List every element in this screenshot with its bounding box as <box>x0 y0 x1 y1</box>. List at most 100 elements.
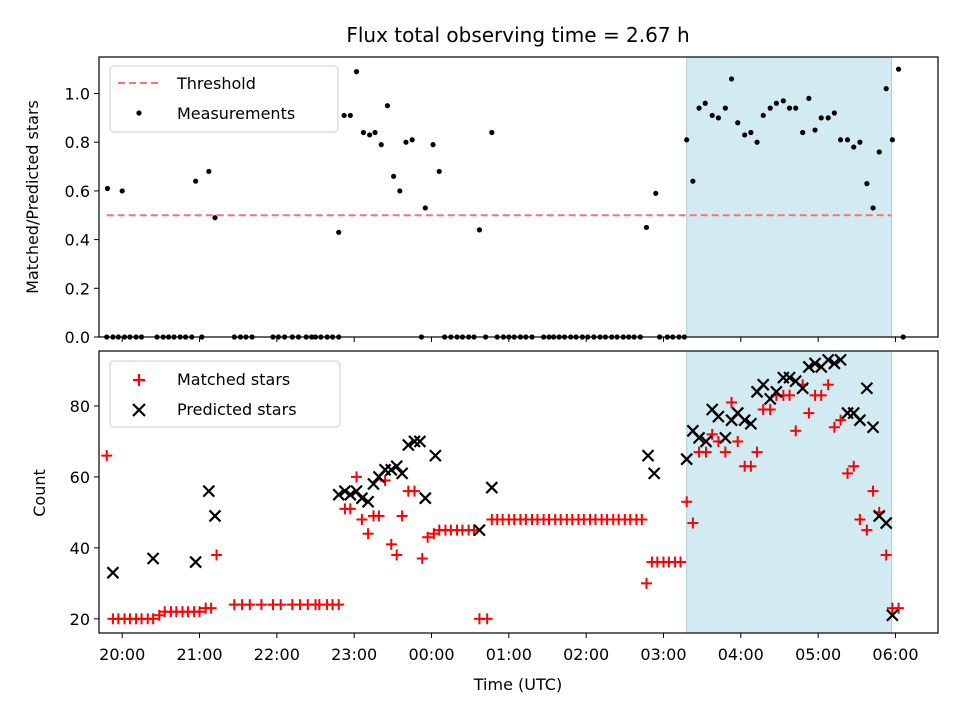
measurement-point <box>715 115 721 121</box>
top-axes-frame <box>98 56 939 338</box>
x-tick-label: 02:00 <box>563 645 609 664</box>
matched-star-point <box>790 425 802 437</box>
measurement-point <box>709 112 715 119</box>
measurement-point <box>883 86 889 92</box>
matched-legend-label: Matched stars <box>177 370 290 389</box>
measurement-point <box>476 227 483 233</box>
measurement-point <box>684 137 690 143</box>
predicted-star-point <box>361 495 375 509</box>
matched-star-point <box>416 553 428 565</box>
matched-star-point <box>385 538 397 550</box>
predicted-star-point <box>338 484 352 498</box>
x-tick-label: 20:00 <box>99 645 145 664</box>
top-y-tick-label: 0.8 <box>65 133 90 152</box>
predicted-star-point <box>879 516 893 530</box>
matched-star-point <box>835 414 847 426</box>
predicted-star-point <box>692 431 706 445</box>
x-tick-label: 01:00 <box>486 645 532 664</box>
measurement-point <box>870 205 876 211</box>
matched-star-point <box>636 513 648 525</box>
measurement-point <box>895 66 902 72</box>
matched-star-point <box>244 599 256 611</box>
predicted-legend-label: Predicted stars <box>177 400 297 419</box>
predicted-star-point <box>332 488 345 501</box>
top-legend-box <box>109 65 339 133</box>
measurement-point <box>119 188 125 194</box>
measurement-point <box>372 129 378 136</box>
predicted-star-point <box>350 484 363 498</box>
predicted-star-point <box>408 435 421 448</box>
predicted-star-point <box>821 353 835 367</box>
measurement-point <box>341 112 347 119</box>
measurement-point <box>378 142 384 148</box>
x-tick-label: 23:00 <box>331 645 377 664</box>
predicted-star-point <box>860 381 874 395</box>
measurement-point <box>722 105 728 111</box>
measurement-point <box>780 98 786 104</box>
predicted-star-point <box>419 491 432 505</box>
predicted-star-point <box>719 431 732 445</box>
measurement-point <box>742 132 748 138</box>
predicted-star-point <box>756 378 770 391</box>
measurement-point <box>430 142 436 148</box>
measurement-point <box>696 105 702 111</box>
matched-star-point <box>828 421 840 433</box>
measurement-point <box>384 103 391 109</box>
measurement-point <box>391 173 397 179</box>
predicted-star-point <box>395 467 409 480</box>
measurement-point <box>360 129 367 136</box>
matched-star-point <box>373 510 385 522</box>
predicted-star-point <box>699 435 713 448</box>
top-highlight-span <box>686 56 893 338</box>
measurement-point <box>212 215 218 221</box>
predicted-star-point <box>770 385 783 399</box>
measurement-point <box>193 178 199 184</box>
measurements-legend-label: Measurements <box>177 104 295 123</box>
matched-star-point <box>719 446 731 458</box>
matched-star-point <box>854 513 866 525</box>
x-tick-label: 06:00 <box>872 645 918 664</box>
predicted-star-point <box>413 435 427 448</box>
bottom-y-axis-label: Count <box>30 469 49 517</box>
predicted-legend-swatch <box>132 403 146 417</box>
matched-star-point <box>422 531 434 543</box>
predicted-star-point <box>783 371 796 384</box>
bottom-panel: 20 40 60 80 20:00 21:00 22:00 23:00 00:00 01:00 0… <box>30 350 939 694</box>
top-y-tick-label: 0.0 <box>65 328 90 347</box>
top-y-tick-label: 1.0 <box>65 85 90 104</box>
matched-star-point <box>815 389 827 401</box>
top-panel: 0.0 0.2 0.4 0.6 0.8 1.0 Matched/Predicted sta… <box>23 56 939 347</box>
measurement-point <box>690 178 696 184</box>
measurement-point <box>353 69 360 75</box>
predicted-star-point <box>866 420 880 434</box>
predicted-star-point <box>473 523 486 537</box>
bottom-y-tick-label: 40 <box>70 539 90 558</box>
measurement-point <box>818 115 824 121</box>
predicted-star-point <box>647 467 661 480</box>
matched-star-point <box>764 404 776 416</box>
predicted-star-point <box>886 608 899 622</box>
matched-star-point <box>803 407 815 419</box>
top-legend: Threshold Measurements <box>109 65 339 133</box>
x-tick-label: 03:00 <box>640 645 686 664</box>
matched-star-point <box>751 446 763 458</box>
predicted-star-point <box>385 463 398 477</box>
measurement-point <box>397 188 403 194</box>
x-tick-label: 04:00 <box>718 645 764 664</box>
measurement-point <box>825 115 831 121</box>
x-axis-label: Time (UTC) <box>473 675 562 694</box>
predicted-star-point <box>796 381 809 395</box>
matched-star-point <box>362 528 374 540</box>
predicted-star-point <box>367 477 380 491</box>
predicted-star-point <box>485 481 499 494</box>
predicted-star-point <box>202 484 216 498</box>
predicted-star-point <box>680 452 693 466</box>
top-y-tick-label: 0.2 <box>65 279 90 298</box>
measurement-point <box>367 132 373 138</box>
bottom-legend: Matched stars Predicted stars <box>109 360 341 428</box>
matched-star-point <box>333 599 345 611</box>
x-tick-label: 05:00 <box>795 645 841 664</box>
top-y-tick-label: 0.6 <box>65 182 90 201</box>
predicted-star-point <box>834 353 847 367</box>
measurement-point <box>812 127 818 133</box>
